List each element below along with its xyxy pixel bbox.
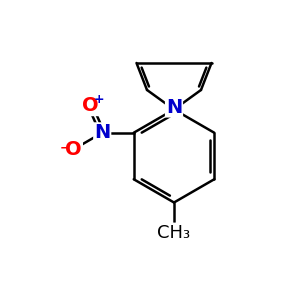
Text: N: N xyxy=(94,123,110,142)
Text: O: O xyxy=(65,140,82,159)
Text: N: N xyxy=(166,98,182,117)
Text: −: − xyxy=(59,141,70,154)
Text: CH₃: CH₃ xyxy=(158,224,190,242)
Text: O: O xyxy=(82,96,98,115)
Text: +: + xyxy=(94,93,104,106)
